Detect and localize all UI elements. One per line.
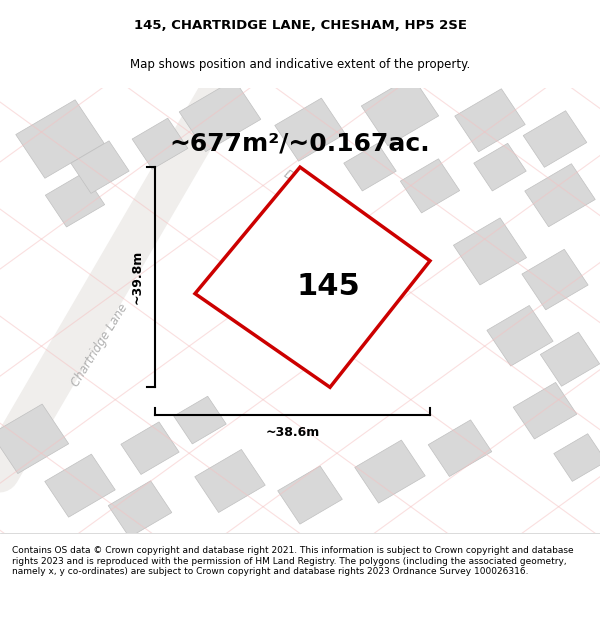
Text: Chartridge Lane: Chartridge Lane xyxy=(69,301,131,389)
Polygon shape xyxy=(455,89,525,152)
Polygon shape xyxy=(132,118,188,169)
Polygon shape xyxy=(454,218,527,285)
Text: Map shows position and indicative extent of the property.: Map shows position and indicative extent… xyxy=(130,58,470,71)
Polygon shape xyxy=(278,466,343,524)
Polygon shape xyxy=(474,143,526,191)
Polygon shape xyxy=(45,454,115,517)
Text: ~677m²/~0.167ac.: ~677m²/~0.167ac. xyxy=(170,132,430,156)
Text: ~39.8m: ~39.8m xyxy=(131,250,143,304)
Polygon shape xyxy=(400,159,460,213)
Polygon shape xyxy=(174,396,226,444)
Polygon shape xyxy=(361,76,439,146)
Polygon shape xyxy=(46,173,104,227)
Polygon shape xyxy=(179,79,261,152)
Text: 145: 145 xyxy=(297,272,361,301)
Polygon shape xyxy=(428,420,492,476)
Text: De Vere Close: De Vere Close xyxy=(281,168,358,222)
Polygon shape xyxy=(108,481,172,538)
Polygon shape xyxy=(275,98,345,161)
Polygon shape xyxy=(525,164,595,227)
Polygon shape xyxy=(71,141,129,193)
Polygon shape xyxy=(523,111,587,168)
Polygon shape xyxy=(16,100,104,178)
Polygon shape xyxy=(121,422,179,474)
Polygon shape xyxy=(541,332,599,386)
Polygon shape xyxy=(344,143,396,191)
Text: ~38.6m: ~38.6m xyxy=(265,426,320,439)
Polygon shape xyxy=(355,440,425,503)
Polygon shape xyxy=(522,249,588,310)
Polygon shape xyxy=(513,382,577,439)
Text: 145, CHARTRIDGE LANE, CHESHAM, HP5 2SE: 145, CHARTRIDGE LANE, CHESHAM, HP5 2SE xyxy=(133,19,467,32)
Polygon shape xyxy=(0,404,68,474)
Polygon shape xyxy=(554,434,600,481)
Polygon shape xyxy=(195,167,430,388)
Polygon shape xyxy=(195,449,265,512)
Text: Contains OS data © Crown copyright and database right 2021. This information is : Contains OS data © Crown copyright and d… xyxy=(12,546,574,576)
Polygon shape xyxy=(487,306,553,366)
